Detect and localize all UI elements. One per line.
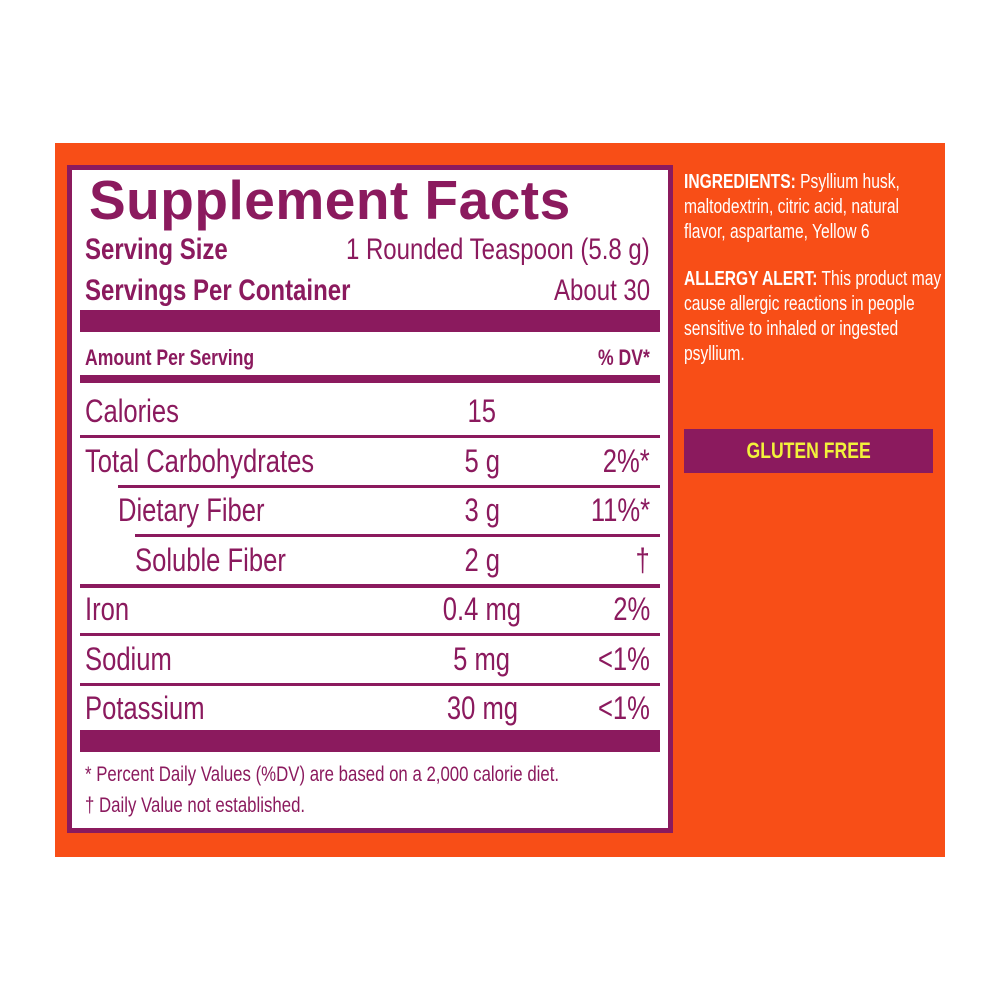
- nutrient-dv: 2%: [613, 591, 650, 627]
- footnote-dv: * Percent Daily Values (%DV) are based o…: [85, 763, 560, 786]
- nutrient-dv: 11%*: [590, 492, 650, 528]
- ingredients-text: INGREDIENTS: Psyllium husk, maltodextrin…: [684, 170, 1000, 245]
- thick-divider: [80, 310, 660, 332]
- nutrient-amount: 5 g: [464, 442, 500, 479]
- allergy-body: This product may cause allergic reaction…: [684, 268, 942, 365]
- nutrient-name: Dietary Fiber: [118, 492, 265, 528]
- nutrient-dv: <1%: [598, 640, 650, 677]
- nutrient-amount: 15: [467, 393, 497, 429]
- nutrient-name: Soluble Fiber: [135, 541, 286, 578]
- ingredients-list: Psyllium husk, maltodextrin, citric acid…: [684, 171, 900, 243]
- nutrient-amount: 3 g: [464, 492, 500, 528]
- nutrient-name: Total Carbohydrates: [85, 442, 315, 479]
- nutrient-amount: 5 mg: [453, 640, 511, 677]
- footnote-dagger: † Daily Value not established.: [85, 794, 306, 817]
- nutrient-dv: <1%: [598, 690, 650, 726]
- row-divider: [80, 435, 660, 438]
- row-divider: [80, 633, 660, 636]
- amount-per-serving-header: Amount Per Serving: [85, 345, 255, 370]
- nutrient-name: Sodium: [85, 640, 172, 677]
- nutrient-dv: †: [635, 541, 650, 578]
- supplement-facts-box: Supplement Facts Serving Size 1 Rounded …: [67, 165, 673, 833]
- facts-title: Supplement Facts: [89, 169, 571, 231]
- row-divider: [80, 583, 660, 588]
- row-divider: [118, 484, 660, 488]
- ingredients-label: INGREDIENTS:: [684, 171, 796, 193]
- row-divider: [135, 534, 660, 537]
- serving-size-value: 1 Rounded Teaspoon (5.8 g): [346, 233, 650, 266]
- serving-size-label: Serving Size: [85, 233, 228, 266]
- nutrient-amount: 2 g: [464, 541, 500, 578]
- row-divider: [80, 682, 660, 686]
- nutrient-dv: 2%*: [603, 442, 650, 479]
- nutrient-amount: 0.4 mg: [442, 591, 522, 627]
- nutrient-name: Calories: [85, 393, 179, 429]
- allergy-alert-text: ALLERGY ALERT: This product may cause al…: [684, 267, 1000, 367]
- dv-header: % DV*: [598, 345, 650, 370]
- nutrient-amount: 30 mg: [446, 690, 518, 726]
- medium-divider: [80, 375, 660, 383]
- gluten-free-badge: GLUTEN FREE: [684, 429, 933, 473]
- nutrient-name: Iron: [85, 591, 130, 627]
- allergy-label: ALLERGY ALERT:: [684, 268, 818, 290]
- servings-per-container-label: Servings Per Container: [85, 274, 351, 307]
- thick-divider: [80, 730, 660, 752]
- nutrient-name: Potassium: [85, 690, 205, 726]
- servings-per-container-value: About 30: [553, 274, 650, 307]
